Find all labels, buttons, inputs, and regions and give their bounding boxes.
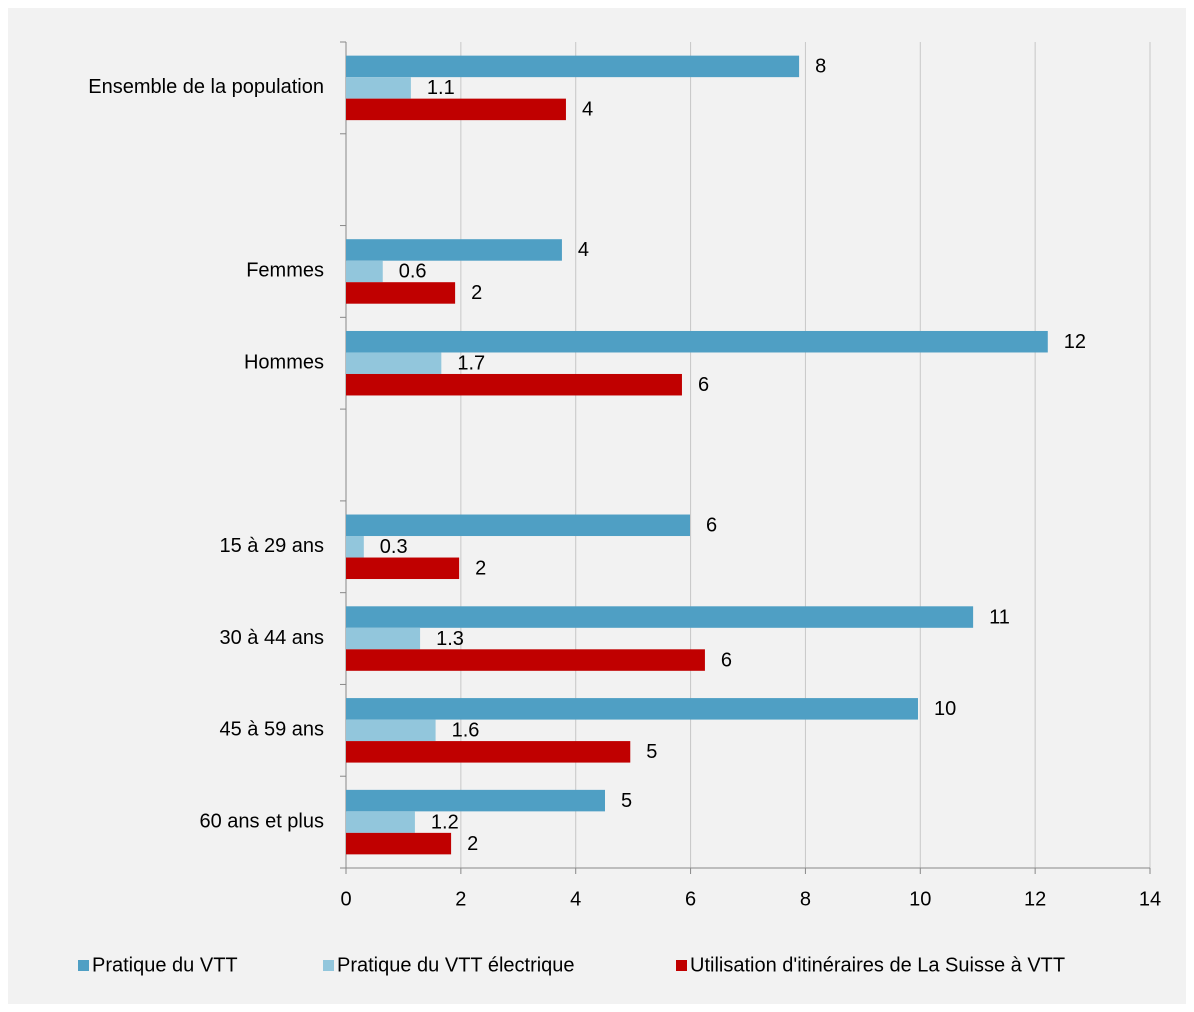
legend-label: Pratique du VTT — [92, 954, 238, 976]
y-tick-label: Hommes — [244, 352, 324, 374]
legend-swatch — [78, 960, 89, 971]
bar — [346, 606, 974, 628]
x-tick-label: 0 — [340, 888, 351, 910]
value-label: 10 — [934, 698, 956, 720]
value-label: 6 — [698, 374, 709, 396]
value-label: 1.3 — [436, 628, 464, 650]
value-label: 1.6 — [452, 720, 480, 742]
y-tick-label: 15 à 29 ans — [219, 535, 324, 557]
value-label: 2 — [475, 558, 486, 580]
value-label: 6 — [706, 515, 717, 537]
x-tick-label: 4 — [570, 888, 581, 910]
y-tick-label: 45 à 59 ans — [219, 719, 324, 741]
x-tick-label: 14 — [1139, 888, 1161, 910]
bar — [346, 536, 364, 558]
bar — [346, 741, 631, 763]
bar — [346, 260, 383, 283]
bar — [346, 698, 918, 720]
bar — [346, 282, 456, 304]
y-tick-label: 30 à 44 ans — [219, 627, 324, 649]
bar — [346, 789, 606, 812]
bar — [346, 330, 1048, 353]
bar — [346, 811, 415, 833]
bar — [346, 239, 562, 261]
value-label: 2 — [471, 282, 482, 304]
y-tick-label: 60 ans et plus — [199, 810, 324, 832]
y-tick-label: Ensemble de la population — [88, 76, 324, 98]
bar — [346, 557, 460, 580]
value-label: 0.3 — [380, 536, 408, 558]
value-label: 1.1 — [427, 77, 455, 99]
bar — [346, 649, 705, 671]
bar — [346, 514, 690, 537]
bar — [346, 77, 411, 99]
value-label: 8 — [815, 56, 826, 78]
value-label: 5 — [621, 790, 632, 812]
x-tick-label: 12 — [1024, 888, 1046, 910]
bar — [346, 55, 800, 78]
bar — [346, 98, 566, 121]
legend-swatch — [676, 960, 687, 971]
value-label: 4 — [582, 99, 593, 121]
value-label: 0.6 — [399, 261, 427, 283]
legend-label: Pratique du VTT électrique — [337, 954, 575, 976]
bar — [346, 719, 436, 742]
value-label: 1.2 — [431, 811, 459, 833]
legend-label: Utilisation d'itinéraires de La Suisse à… — [690, 954, 1065, 976]
value-label: 5 — [646, 741, 657, 763]
value-label: 2 — [467, 833, 478, 855]
value-label: 12 — [1064, 331, 1086, 353]
value-label: 11 — [989, 606, 1010, 628]
x-tick-label: 8 — [800, 888, 811, 910]
bar — [346, 627, 421, 650]
legend-swatch — [323, 960, 334, 971]
bar — [346, 373, 682, 396]
value-label: 6 — [721, 649, 732, 671]
x-tick-label: 2 — [455, 888, 466, 910]
value-label: 4 — [578, 239, 589, 261]
bar — [346, 832, 452, 855]
bar — [346, 352, 442, 374]
chart-background — [8, 8, 1186, 1004]
value-label: 1.7 — [457, 353, 485, 375]
x-tick-label: 10 — [909, 888, 931, 910]
x-tick-label: 6 — [685, 888, 696, 910]
y-tick-label: Femmes — [246, 260, 324, 282]
